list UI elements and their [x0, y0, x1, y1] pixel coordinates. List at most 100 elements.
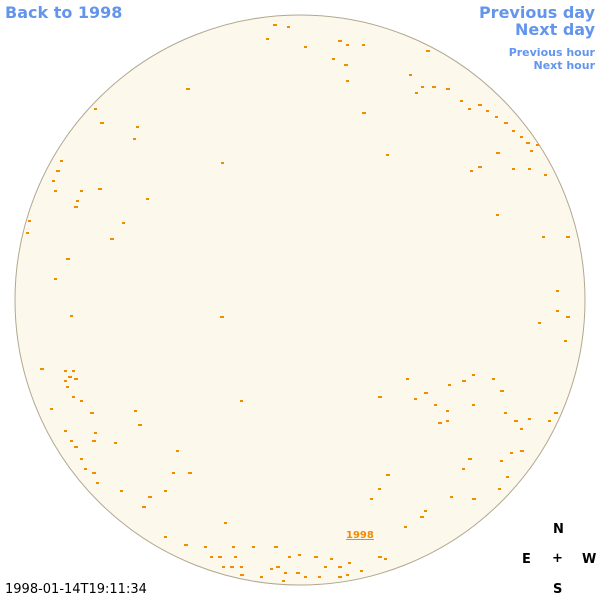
feature-mark: [80, 190, 83, 192]
feature-mark: [318, 576, 321, 578]
feature-mark: [506, 476, 509, 478]
feature-mark: [520, 136, 523, 138]
feature-mark: [70, 440, 73, 442]
feature-mark: [68, 376, 72, 378]
feature-mark: [74, 446, 78, 448]
feature-mark: [266, 38, 269, 40]
feature-mark: [273, 24, 277, 26]
feature-mark: [240, 400, 243, 402]
feature-mark: [566, 236, 570, 238]
feature-mark: [346, 80, 349, 82]
feature-mark: [360, 570, 363, 572]
feature-mark: [486, 110, 489, 112]
feature-mark: [468, 458, 472, 460]
feature-mark: [298, 554, 301, 556]
feature-mark: [240, 566, 243, 568]
feature-mark: [462, 380, 466, 382]
feature-mark: [204, 546, 207, 548]
feature-mark: [528, 168, 531, 170]
feature-mark: [500, 390, 504, 392]
feature-mark: [468, 108, 471, 110]
feature-mark: [362, 112, 366, 114]
feature-mark: [184, 544, 188, 546]
feature-mark: [415, 92, 418, 94]
feature-mark: [548, 420, 551, 422]
feature-mark: [346, 574, 349, 576]
previous-day-link[interactable]: Previous day: [478, 3, 595, 22]
feature-mark: [40, 368, 44, 370]
feature-mark: [448, 384, 451, 386]
feature-mark: [224, 522, 227, 524]
feature-mark: [420, 516, 424, 518]
feature-mark: [276, 566, 280, 568]
next-hour-link[interactable]: Next hour: [533, 59, 596, 72]
feature-mark: [554, 412, 558, 414]
feature-mark: [495, 116, 498, 118]
feature-mark: [434, 404, 437, 406]
feature-mark: [270, 568, 273, 570]
feature-mark: [66, 386, 69, 388]
feature-mark: [496, 214, 499, 216]
feature-mark: [504, 412, 507, 414]
feature-mark: [70, 315, 73, 317]
feature-mark: [438, 422, 442, 424]
feature-mark: [346, 44, 349, 46]
feature-mark: [528, 418, 531, 420]
feature-mark: [378, 556, 382, 558]
feature-mark: [542, 236, 545, 238]
feature-mark: [404, 526, 407, 528]
feature-mark: [232, 546, 235, 548]
next-day-link[interactable]: Next day: [515, 20, 595, 39]
feature-mark: [462, 468, 465, 470]
feature-mark: [472, 404, 475, 406]
feature-mark: [64, 430, 67, 432]
feature-mark: [74, 378, 78, 380]
feature-mark: [338, 566, 342, 568]
feature-mark: [304, 576, 307, 578]
feature-mark: [260, 576, 263, 578]
year-marker-link[interactable]: 1998: [346, 530, 374, 541]
feature-mark: [176, 450, 179, 452]
feature-mark: [478, 104, 482, 106]
feature-mark: [80, 400, 83, 402]
feature-mark: [146, 198, 149, 200]
feature-mark: [526, 142, 530, 144]
observation-timestamp: 1998-01-14T19:11:34: [5, 582, 147, 597]
feature-mark: [94, 108, 97, 110]
feature-mark: [114, 442, 117, 444]
feature-mark: [164, 490, 167, 492]
feature-mark: [252, 546, 255, 548]
feature-mark: [520, 428, 523, 430]
feature-mark: [556, 310, 559, 312]
feature-mark: [284, 572, 287, 574]
feature-mark: [72, 396, 75, 398]
back-to-year-link[interactable]: Back to 1998: [5, 3, 123, 22]
feature-mark: [409, 74, 412, 76]
feature-mark: [84, 468, 87, 470]
feature-mark: [504, 122, 508, 124]
feature-mark: [472, 374, 475, 376]
feature-mark: [538, 322, 541, 324]
feature-mark: [384, 558, 387, 560]
feature-mark: [332, 58, 335, 60]
feature-mark: [432, 86, 436, 88]
feature-mark: [220, 316, 224, 318]
feature-mark: [446, 88, 450, 90]
feature-mark: [74, 206, 78, 208]
feature-mark: [52, 180, 55, 182]
feature-mark: [324, 566, 327, 568]
feature-mark: [98, 188, 102, 190]
feature-mark: [148, 496, 152, 498]
feature-marks-layer: [26, 24, 570, 582]
feature-mark: [234, 556, 237, 558]
feature-mark: [421, 86, 424, 88]
feature-mark: [64, 370, 67, 372]
previous-hour-link[interactable]: Previous hour: [508, 46, 595, 59]
feature-mark: [50, 408, 53, 410]
feature-mark: [60, 160, 63, 162]
feature-mark: [54, 278, 57, 280]
feature-mark: [288, 556, 291, 558]
feature-mark: [338, 576, 342, 578]
feature-mark: [96, 482, 99, 484]
